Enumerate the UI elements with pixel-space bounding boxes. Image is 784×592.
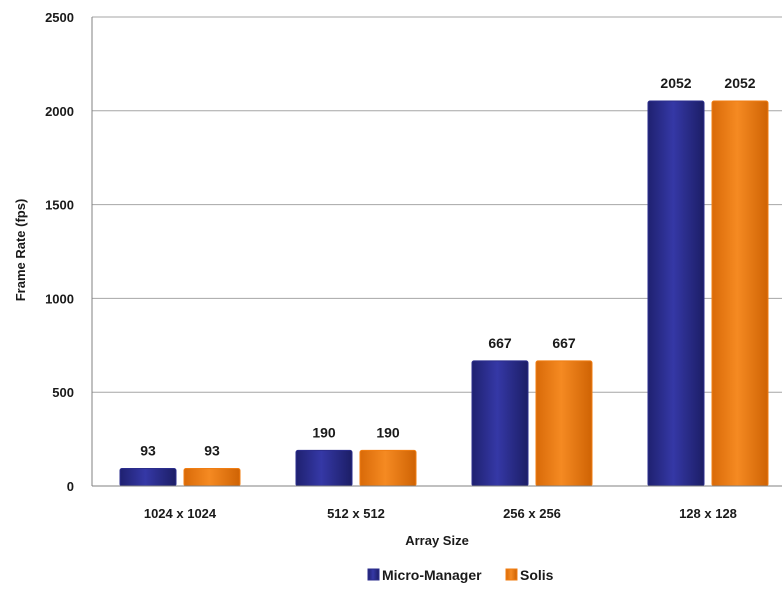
data-label-0-0: 93 xyxy=(140,443,156,459)
data-label-1-1: 190 xyxy=(376,424,400,440)
bar-solis-0 xyxy=(184,469,240,486)
y-axis-title: Frame Rate (fps) xyxy=(13,199,28,302)
y-tick-label-1000: 1000 xyxy=(45,291,74,306)
data-label-0-3: 2052 xyxy=(660,75,691,91)
bar-solis-3 xyxy=(712,101,768,486)
data-label-0-2: 667 xyxy=(488,335,512,351)
bar-micro-manager-2 xyxy=(472,361,528,486)
x-axis-title: Array Size xyxy=(405,533,469,548)
data-label-1-2: 667 xyxy=(552,335,576,351)
legend-label-1: Solis xyxy=(520,567,554,583)
y-tick-label-2500: 2500 xyxy=(45,10,74,25)
data-label-1-3: 2052 xyxy=(724,75,755,91)
bar-micro-manager-1 xyxy=(296,450,352,486)
legend-swatch-1 xyxy=(506,569,517,580)
bar-solis-2 xyxy=(536,361,592,486)
data-label-1-0: 93 xyxy=(204,443,220,459)
legend-label-0: Micro-Manager xyxy=(382,567,482,583)
y-tick-label-500: 500 xyxy=(52,385,74,400)
x-tick-label-1: 512 x 512 xyxy=(327,506,385,521)
bar-solis-1 xyxy=(360,450,416,486)
data-label-0-1: 190 xyxy=(312,424,336,440)
bar-micro-manager-0 xyxy=(120,469,176,486)
x-tick-label-2: 256 x 256 xyxy=(503,506,561,521)
legend-swatch-0 xyxy=(368,569,379,580)
x-tick-label-3: 128 x 128 xyxy=(679,506,737,521)
y-tick-label-1500: 1500 xyxy=(45,198,74,213)
bar-micro-manager-3 xyxy=(648,101,704,486)
bars xyxy=(120,101,768,486)
legend: Micro-Manager Solis xyxy=(368,567,554,583)
y-tick-label-0: 0 xyxy=(67,479,74,494)
y-tick-label-2000: 2000 xyxy=(45,104,74,119)
x-tick-label-0: 1024 x 1024 xyxy=(144,506,217,521)
